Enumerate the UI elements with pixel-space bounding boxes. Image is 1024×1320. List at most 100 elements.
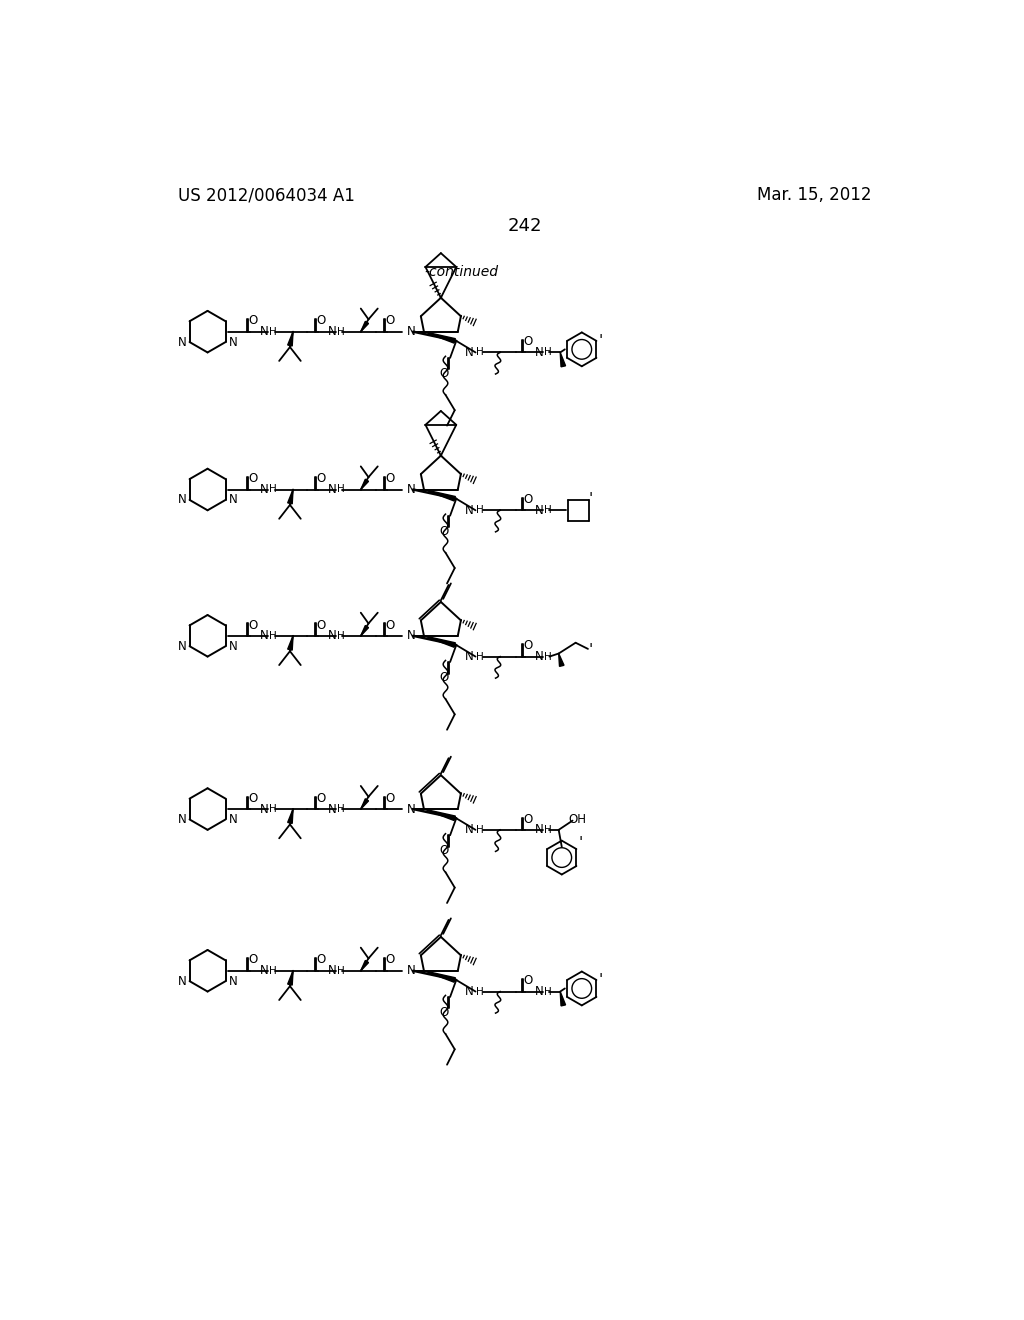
Text: O: O [385,473,394,486]
Polygon shape [288,331,293,346]
Text: H: H [269,484,276,495]
Text: N: N [228,813,238,826]
Text: N: N [465,504,474,517]
Text: H: H [337,484,345,495]
Polygon shape [560,991,565,1006]
Text: N: N [228,494,238,507]
Polygon shape [360,479,369,490]
Text: N: N [178,813,186,826]
Polygon shape [360,799,369,809]
Text: H: H [476,652,484,661]
Text: 242: 242 [508,218,542,235]
Text: O: O [316,473,326,486]
Text: O: O [523,492,532,506]
Text: O: O [385,314,394,327]
Polygon shape [559,653,564,667]
Polygon shape [288,809,293,824]
Text: N: N [407,803,416,816]
Text: N: N [178,494,186,507]
Text: ': ' [589,492,593,507]
Text: O: O [249,792,258,805]
Text: O: O [316,792,326,805]
Text: N: N [465,649,474,663]
Text: N: N [328,803,336,816]
Polygon shape [360,321,369,331]
Text: H: H [544,986,552,997]
Text: O: O [523,974,532,987]
Polygon shape [360,626,369,636]
Polygon shape [424,490,456,502]
Polygon shape [424,809,456,821]
Text: US 2012/0064034 A1: US 2012/0064034 A1 [178,186,355,205]
Polygon shape [560,352,565,367]
Text: ': ' [579,836,583,851]
Polygon shape [424,636,456,647]
Text: N: N [228,640,238,652]
Text: H: H [269,326,276,337]
Polygon shape [288,636,293,651]
Text: N: N [535,504,544,517]
Text: O: O [385,792,394,805]
Text: O: O [523,335,532,348]
Polygon shape [288,490,293,504]
Text: N: N [465,824,474,837]
Text: ': ' [589,643,593,657]
Text: H: H [337,804,345,814]
Text: N: N [260,803,268,816]
Text: N: N [407,325,416,338]
Text: N: N [407,630,416,643]
Text: N: N [178,335,186,348]
Text: H: H [269,966,276,975]
Text: N: N [228,335,238,348]
Polygon shape [288,970,293,985]
Text: O: O [439,524,449,537]
Text: H: H [476,825,484,834]
Text: ': ' [598,973,602,989]
Text: N: N [260,483,268,496]
Text: N: N [228,974,238,987]
Polygon shape [424,331,456,343]
Text: O: O [439,1006,449,1019]
Text: H: H [544,652,552,661]
Text: N: N [465,346,474,359]
Text: N: N [260,964,268,977]
Text: N: N [407,483,416,496]
Text: O: O [439,843,449,857]
Text: N: N [328,325,336,338]
Text: N: N [535,346,544,359]
Polygon shape [424,970,456,982]
Text: O: O [316,953,326,966]
Text: O: O [249,473,258,486]
Text: O: O [439,367,449,380]
Text: H: H [269,804,276,814]
Text: H: H [337,631,345,640]
Text: O: O [385,619,394,631]
Text: N: N [328,630,336,643]
Text: H: H [544,347,552,358]
Text: N: N [260,630,268,643]
Polygon shape [360,961,369,970]
Text: O: O [249,314,258,327]
Text: H: H [269,631,276,640]
Text: O: O [523,639,532,652]
Text: O: O [439,671,449,684]
Text: -continued: -continued [425,265,499,280]
Text: O: O [523,813,532,825]
Text: H: H [544,506,552,515]
Text: OH: OH [568,813,586,825]
Text: N: N [535,985,544,998]
Text: N: N [178,640,186,652]
Text: H: H [337,326,345,337]
Text: H: H [544,825,552,834]
Text: O: O [385,953,394,966]
Text: N: N [178,974,186,987]
Text: O: O [249,619,258,631]
Text: N: N [465,985,474,998]
Text: ': ' [598,334,602,350]
Text: N: N [535,649,544,663]
Text: H: H [337,966,345,975]
Text: O: O [249,953,258,966]
Text: N: N [407,964,416,977]
Text: O: O [316,619,326,631]
Text: H: H [476,986,484,997]
